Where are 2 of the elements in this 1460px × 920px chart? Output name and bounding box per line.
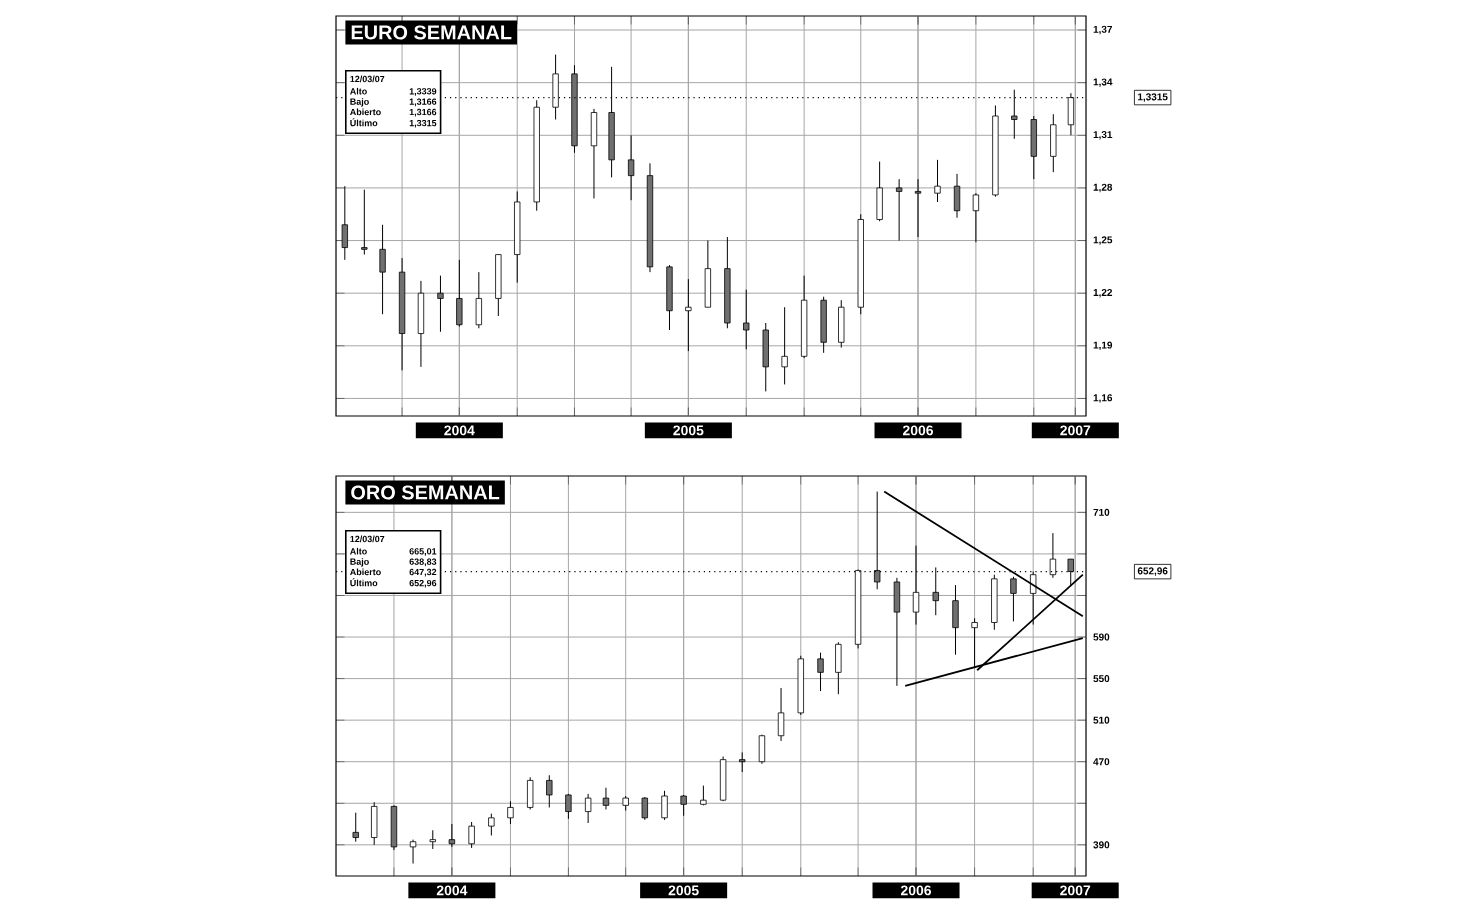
chart-title: EURO SEMANAL: [351, 25, 512, 40]
chart-title: ORO SEMANAL: [351, 485, 500, 500]
